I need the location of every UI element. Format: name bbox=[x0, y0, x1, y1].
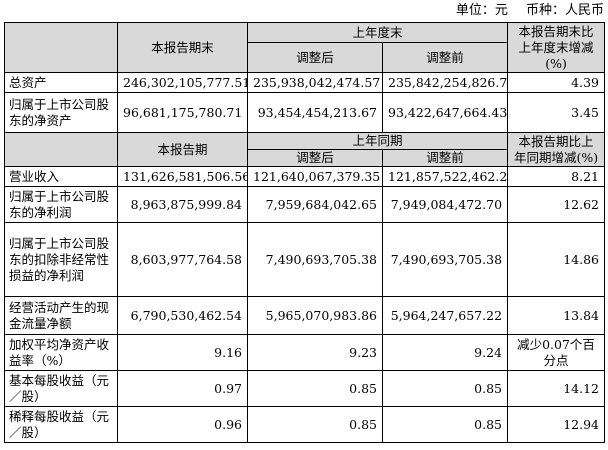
currency-label: 币种：人民币 bbox=[525, 3, 604, 18]
row-label: 加权平均净资产收益率（%） bbox=[4, 334, 118, 371]
current-value: 0.97 bbox=[117, 370, 248, 407]
row-label: 归属于上市公司股东的净资产 bbox=[4, 92, 118, 133]
change-value: 4.39 bbox=[507, 72, 606, 93]
row-label: 归属于上市公司股东的净利润 bbox=[4, 186, 118, 223]
current-value: 8,603,977,764.58 bbox=[117, 222, 248, 297]
change-value: 13.84 bbox=[507, 296, 606, 335]
header-blank-1 bbox=[4, 22, 118, 73]
adjusted-value: 7,490,693,705.38 bbox=[247, 222, 383, 297]
header-prior-year-end: 上年度末 bbox=[246, 22, 509, 43]
header-change-vs-prior-year-end: 本报告期末比上年度末增减(%) bbox=[507, 22, 606, 73]
current-value: 96,681,175,780.71 bbox=[117, 92, 248, 133]
table-row: 基本每股收益（元／股） 0.97 0.85 0.85 14.12 bbox=[4, 370, 606, 407]
change-value: 3.45 bbox=[507, 92, 606, 133]
before-adjustment-value: 9.24 bbox=[381, 334, 509, 371]
current-value: 8,963,875,999.84 bbox=[117, 186, 248, 223]
header-before-adjustment-1: 调整前 bbox=[381, 42, 509, 73]
row-label: 归属于上市公司股东的扣除非经常性损益的净利润 bbox=[4, 222, 118, 297]
unit-currency-line: 单位：元 币种：人民币 bbox=[0, 0, 604, 22]
before-adjustment-value: 235,842,254,826.77 bbox=[381, 72, 509, 93]
current-value: 131,626,581,506.56 bbox=[117, 166, 248, 187]
before-adjustment-value: 5,964,247,657.22 bbox=[381, 296, 509, 335]
row-label: 总资产 bbox=[4, 72, 118, 93]
table-row: 总资产 246,302,105,777.51 235,938,042,474.5… bbox=[4, 72, 606, 93]
adjusted-value: 9.23 bbox=[247, 334, 383, 371]
change-value: 12.62 bbox=[507, 186, 606, 223]
adjusted-value: 121,640,067,379.35 bbox=[247, 166, 383, 187]
header-current-period-end: 本报告期末 bbox=[117, 22, 248, 73]
unit-label: 单位：元 bbox=[455, 3, 508, 18]
adjusted-value: 0.85 bbox=[247, 406, 383, 443]
header-change-vs-prior-year-period: 本报告期比上年同期增减(%) bbox=[507, 132, 606, 167]
change-value: 12.94 bbox=[507, 406, 606, 443]
current-value: 0.96 bbox=[117, 406, 248, 443]
change-value: 8.21 bbox=[507, 166, 606, 187]
header-prior-year-period: 上年同期 bbox=[246, 132, 509, 150]
change-value: 减少0.07个百分点 bbox=[507, 334, 606, 371]
current-value: 6,790,530,462.54 bbox=[117, 296, 248, 335]
before-adjustment-value: 7,949,084,472.70 bbox=[381, 186, 509, 223]
adjusted-value: 93,454,454,213.67 bbox=[247, 92, 383, 133]
adjusted-value: 0.85 bbox=[247, 370, 383, 407]
table-row: 营业收入 131,626,581,506.56 121,640,067,379.… bbox=[4, 166, 606, 187]
row-label: 经营活动产生的现金流量净额 bbox=[4, 296, 118, 335]
table-row: 加权平均净资产收益率（%） 9.16 9.23 9.24 减少0.07个百分点 bbox=[4, 334, 606, 371]
adjusted-value: 5,965,070,983.86 bbox=[247, 296, 383, 335]
before-adjustment-value: 0.85 bbox=[381, 370, 509, 407]
row-label: 稀释每股收益（元／股） bbox=[4, 406, 118, 443]
header-before-adjustment-2: 调整前 bbox=[381, 149, 509, 167]
table-row: 归属于上市公司股东的净利润 8,963,875,999.84 7,959,684… bbox=[4, 186, 606, 223]
table-row: 稀释每股收益（元／股） 0.96 0.85 0.85 12.94 bbox=[4, 406, 606, 443]
header-adjusted-2: 调整后 bbox=[247, 149, 383, 167]
change-value: 14.86 bbox=[507, 222, 606, 297]
before-adjustment-value: 93,422,647,664.43 bbox=[381, 92, 509, 133]
row-label: 营业收入 bbox=[4, 166, 118, 187]
change-value: 14.12 bbox=[507, 370, 606, 407]
table-row: 经营活动产生的现金流量净额 6,790,530,462.54 5,965,070… bbox=[4, 296, 606, 335]
current-value: 9.16 bbox=[117, 334, 248, 371]
header-current-period: 本报告期 bbox=[117, 132, 248, 167]
row-label: 基本每股收益（元／股） bbox=[4, 370, 118, 407]
financial-data-table: 本报告期末 上年度末 本报告期末比上年度末增减(%) 调整后 调整前 总资产 2… bbox=[4, 22, 606, 443]
before-adjustment-value: 121,857,522,462.22 bbox=[381, 166, 509, 187]
before-adjustment-value: 7,490,693,705.38 bbox=[381, 222, 509, 297]
table-row: 归属于上市公司股东的扣除非经常性损益的净利润 8,603,977,764.58 … bbox=[4, 222, 606, 297]
current-value: 246,302,105,777.51 bbox=[117, 72, 248, 93]
adjusted-value: 235,938,042,474.57 bbox=[247, 72, 383, 93]
header-adjusted-1: 调整后 bbox=[247, 42, 383, 73]
header-blank-2 bbox=[4, 132, 118, 167]
table-row: 归属于上市公司股东的净资产 96,681,175,780.71 93,454,4… bbox=[4, 92, 606, 133]
adjusted-value: 7,959,684,042.65 bbox=[247, 186, 383, 223]
before-adjustment-value: 0.85 bbox=[381, 406, 509, 443]
